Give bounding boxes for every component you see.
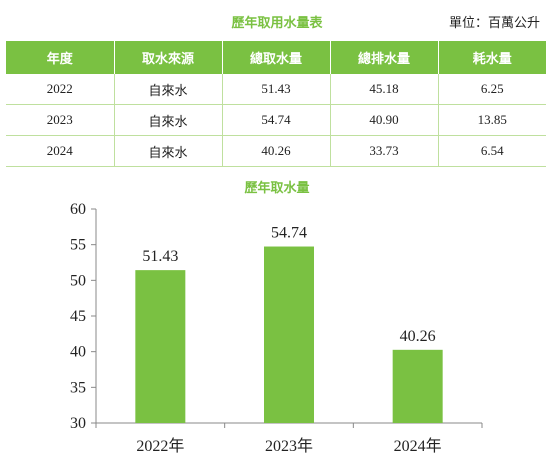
header-total-discharge: 總排水量 [329, 41, 438, 74]
cell-consumption: 6.25 [437, 74, 546, 105]
bar [135, 270, 186, 423]
y-tick-label: 40 [70, 344, 86, 361]
header-total-withdrawal: 總取水量 [221, 41, 330, 74]
table-header-row: 年度 取水來源 總取水量 總排水量 耗水量 [6, 41, 546, 74]
cell-total-discharge: 40.90 [329, 104, 438, 136]
header-source: 取水來源 [113, 41, 222, 74]
y-tick-label: 30 [70, 415, 86, 432]
cell-source: 自來水 [113, 135, 222, 167]
cell-total-withdrawal: 40.26 [221, 135, 330, 167]
cell-total-discharge: 45.18 [329, 74, 438, 105]
y-tick-label: 50 [70, 272, 86, 289]
cell-source: 自來水 [113, 74, 222, 105]
cell-year: 2023 [6, 104, 114, 136]
cell-consumption: 6.54 [437, 135, 546, 167]
cell-total-discharge: 33.73 [329, 135, 438, 167]
bar [264, 246, 314, 423]
cell-total-withdrawal: 54.74 [221, 104, 330, 136]
data-label: 51.43 [142, 248, 178, 265]
cell-year: 2022 [6, 74, 114, 105]
table-title: 歷年取用水量表 [231, 16, 323, 31]
category-label: 2023年 [265, 437, 313, 455]
table-row: 2024 自來水 40.26 33.73 6.54 [6, 135, 546, 167]
header-consumption: 耗水量 [437, 41, 546, 74]
table-row: 2023 自來水 54.74 40.90 13.85 [6, 104, 546, 136]
header-year: 年度 [6, 41, 114, 74]
water-usage-table: 年度 取水來源 總取水量 總排水量 耗水量 2022 自來水 51.43 45.… [6, 41, 546, 167]
bar [392, 349, 443, 423]
category-label: 2024年 [394, 437, 442, 455]
data-label: 40.26 [400, 328, 436, 345]
cell-source: 自來水 [113, 104, 222, 136]
cell-consumption: 13.85 [437, 104, 546, 136]
cell-year: 2024 [6, 135, 114, 167]
cell-total-withdrawal: 51.43 [221, 74, 330, 105]
y-tick-label: 55 [70, 237, 86, 254]
chart-title: 歷年取水量 [244, 181, 310, 196]
y-tick-label: 60 [70, 201, 86, 218]
y-tick-label: 35 [70, 379, 86, 396]
category-label: 2022年 [136, 437, 184, 455]
data-label: 54.74 [271, 225, 307, 242]
unit-label: 單位：百萬公升 [448, 16, 540, 31]
table-row: 2022 自來水 51.43 45.18 6.25 [6, 74, 546, 105]
y-tick-label: 45 [70, 308, 86, 325]
